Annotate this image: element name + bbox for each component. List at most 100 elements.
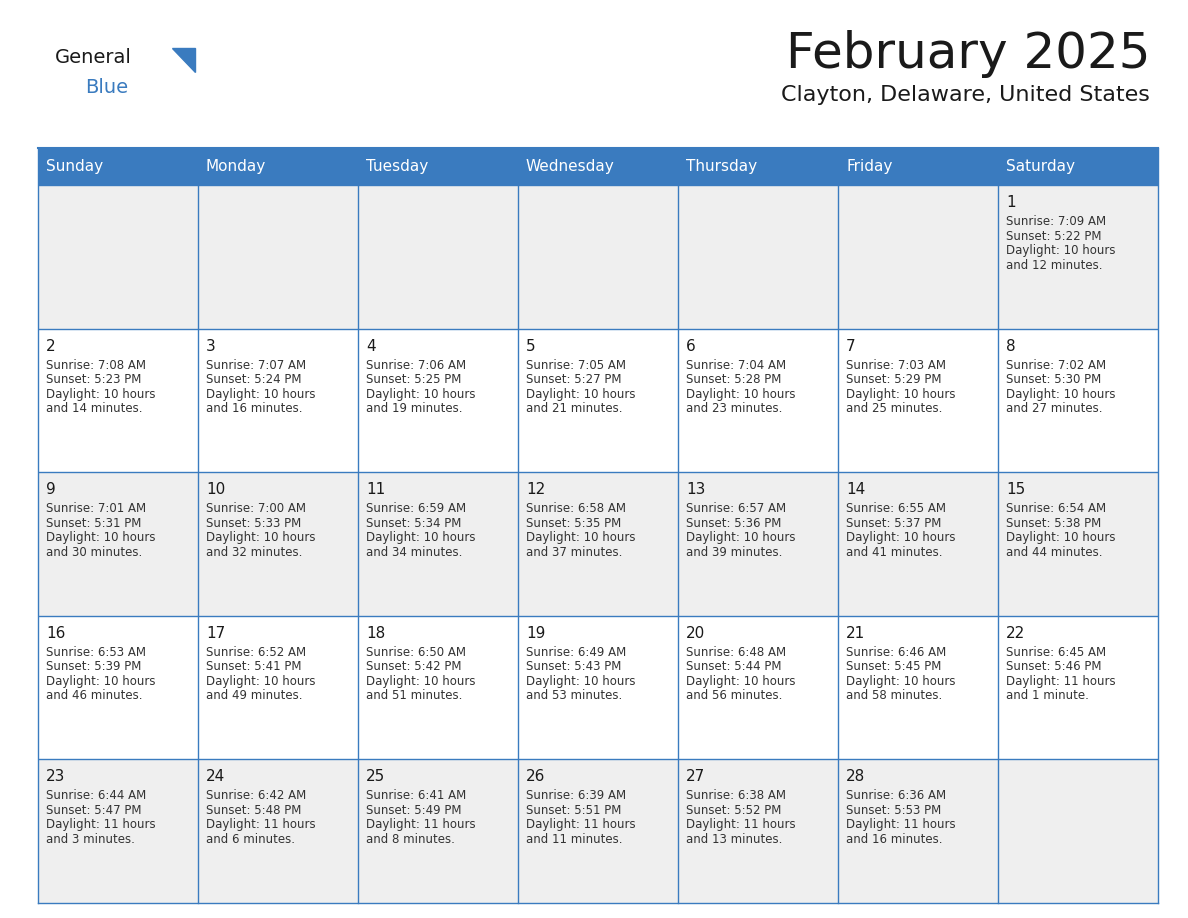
Text: and 32 minutes.: and 32 minutes. <box>206 546 303 559</box>
Text: 27: 27 <box>685 769 706 785</box>
Bar <box>678 329 838 472</box>
Text: Sunset: 5:25 PM: Sunset: 5:25 PM <box>366 373 461 386</box>
Bar <box>518 616 678 759</box>
Text: Daylight: 10 hours: Daylight: 10 hours <box>685 675 796 688</box>
Bar <box>838 759 998 903</box>
Text: and 39 minutes.: and 39 minutes. <box>685 546 783 559</box>
Text: 20: 20 <box>685 626 706 641</box>
Text: 17: 17 <box>206 626 226 641</box>
Text: Sunrise: 6:46 AM: Sunrise: 6:46 AM <box>846 646 947 659</box>
Text: Daylight: 10 hours: Daylight: 10 hours <box>46 675 156 688</box>
Text: and 44 minutes.: and 44 minutes. <box>1006 546 1102 559</box>
Text: Sunrise: 6:55 AM: Sunrise: 6:55 AM <box>846 502 946 515</box>
Text: Sunrise: 6:38 AM: Sunrise: 6:38 AM <box>685 789 786 802</box>
Text: Sunrise: 6:53 AM: Sunrise: 6:53 AM <box>46 646 146 659</box>
Text: 11: 11 <box>366 482 385 498</box>
Text: and 27 minutes.: and 27 minutes. <box>1006 402 1102 415</box>
Bar <box>198 329 358 472</box>
Text: Sunrise: 7:03 AM: Sunrise: 7:03 AM <box>846 359 946 372</box>
Text: Tuesday: Tuesday <box>366 159 428 174</box>
Text: 22: 22 <box>1006 626 1025 641</box>
Bar <box>358 329 518 472</box>
Bar <box>518 148 678 185</box>
Text: Daylight: 10 hours: Daylight: 10 hours <box>685 532 796 544</box>
Text: Sunrise: 6:41 AM: Sunrise: 6:41 AM <box>366 789 466 802</box>
Text: Sunset: 5:51 PM: Sunset: 5:51 PM <box>526 804 621 817</box>
Text: and 19 minutes.: and 19 minutes. <box>366 402 462 415</box>
Text: 18: 18 <box>366 626 385 641</box>
Text: Daylight: 10 hours: Daylight: 10 hours <box>526 532 636 544</box>
Bar <box>38 759 198 903</box>
Bar <box>38 472 198 616</box>
Text: Blue: Blue <box>86 78 128 97</box>
Text: Sunrise: 7:00 AM: Sunrise: 7:00 AM <box>206 502 307 515</box>
Text: Daylight: 10 hours: Daylight: 10 hours <box>46 532 156 544</box>
Text: Daylight: 10 hours: Daylight: 10 hours <box>366 387 475 400</box>
Text: 26: 26 <box>526 769 545 785</box>
Text: and 46 minutes.: and 46 minutes. <box>46 689 143 702</box>
Text: and 34 minutes.: and 34 minutes. <box>366 546 462 559</box>
Text: and 21 minutes.: and 21 minutes. <box>526 402 623 415</box>
Text: Sunset: 5:44 PM: Sunset: 5:44 PM <box>685 660 782 673</box>
Text: Daylight: 10 hours: Daylight: 10 hours <box>366 532 475 544</box>
Text: Daylight: 10 hours: Daylight: 10 hours <box>526 675 636 688</box>
Text: Sunday: Sunday <box>46 159 103 174</box>
Text: 15: 15 <box>1006 482 1025 498</box>
Text: Sunrise: 6:44 AM: Sunrise: 6:44 AM <box>46 789 146 802</box>
Text: and 30 minutes.: and 30 minutes. <box>46 546 143 559</box>
Text: Daylight: 10 hours: Daylight: 10 hours <box>206 387 316 400</box>
Text: Sunrise: 7:05 AM: Sunrise: 7:05 AM <box>526 359 626 372</box>
Text: and 8 minutes.: and 8 minutes. <box>366 833 455 846</box>
Text: Daylight: 11 hours: Daylight: 11 hours <box>206 819 316 832</box>
Text: Sunrise: 6:58 AM: Sunrise: 6:58 AM <box>526 502 626 515</box>
Bar <box>518 185 678 329</box>
Text: Sunrise: 6:36 AM: Sunrise: 6:36 AM <box>846 789 946 802</box>
Bar <box>838 329 998 472</box>
Text: Sunrise: 7:08 AM: Sunrise: 7:08 AM <box>46 359 146 372</box>
Text: Sunrise: 7:06 AM: Sunrise: 7:06 AM <box>366 359 466 372</box>
Text: Sunset: 5:30 PM: Sunset: 5:30 PM <box>1006 373 1101 386</box>
Text: Sunset: 5:42 PM: Sunset: 5:42 PM <box>366 660 461 673</box>
Text: and 58 minutes.: and 58 minutes. <box>846 689 942 702</box>
Text: Daylight: 10 hours: Daylight: 10 hours <box>1006 244 1116 257</box>
Text: Daylight: 11 hours: Daylight: 11 hours <box>526 819 636 832</box>
Bar <box>358 472 518 616</box>
Text: Sunset: 5:38 PM: Sunset: 5:38 PM <box>1006 517 1101 530</box>
Text: Daylight: 10 hours: Daylight: 10 hours <box>1006 387 1116 400</box>
Bar <box>998 148 1158 185</box>
Bar <box>998 472 1158 616</box>
Text: Friday: Friday <box>846 159 892 174</box>
Text: Daylight: 10 hours: Daylight: 10 hours <box>1006 532 1116 544</box>
Text: and 6 minutes.: and 6 minutes. <box>206 833 295 846</box>
Text: Sunrise: 6:57 AM: Sunrise: 6:57 AM <box>685 502 786 515</box>
Text: Sunset: 5:27 PM: Sunset: 5:27 PM <box>526 373 621 386</box>
Text: 2: 2 <box>46 339 56 353</box>
Text: Daylight: 10 hours: Daylight: 10 hours <box>846 532 955 544</box>
Text: Daylight: 10 hours: Daylight: 10 hours <box>526 387 636 400</box>
Bar <box>358 759 518 903</box>
Bar <box>198 616 358 759</box>
Text: 9: 9 <box>46 482 56 498</box>
Text: Sunrise: 6:42 AM: Sunrise: 6:42 AM <box>206 789 307 802</box>
Bar <box>198 148 358 185</box>
Text: Sunrise: 6:59 AM: Sunrise: 6:59 AM <box>366 502 466 515</box>
Text: Sunset: 5:43 PM: Sunset: 5:43 PM <box>526 660 621 673</box>
Text: and 11 minutes.: and 11 minutes. <box>526 833 623 846</box>
Text: and 13 minutes.: and 13 minutes. <box>685 833 783 846</box>
Text: Sunset: 5:22 PM: Sunset: 5:22 PM <box>1006 230 1101 242</box>
Text: 6: 6 <box>685 339 696 353</box>
Bar <box>198 185 358 329</box>
Text: Daylight: 10 hours: Daylight: 10 hours <box>206 675 316 688</box>
Text: Daylight: 10 hours: Daylight: 10 hours <box>46 387 156 400</box>
Polygon shape <box>172 48 195 72</box>
Text: Daylight: 11 hours: Daylight: 11 hours <box>685 819 796 832</box>
Text: Sunrise: 7:01 AM: Sunrise: 7:01 AM <box>46 502 146 515</box>
Text: Sunset: 5:53 PM: Sunset: 5:53 PM <box>846 804 941 817</box>
Bar <box>838 472 998 616</box>
Text: Daylight: 11 hours: Daylight: 11 hours <box>846 819 955 832</box>
Bar <box>198 472 358 616</box>
Text: Sunset: 5:35 PM: Sunset: 5:35 PM <box>526 517 621 530</box>
Bar <box>358 148 518 185</box>
Text: and 16 minutes.: and 16 minutes. <box>846 833 942 846</box>
Text: and 56 minutes.: and 56 minutes. <box>685 689 783 702</box>
